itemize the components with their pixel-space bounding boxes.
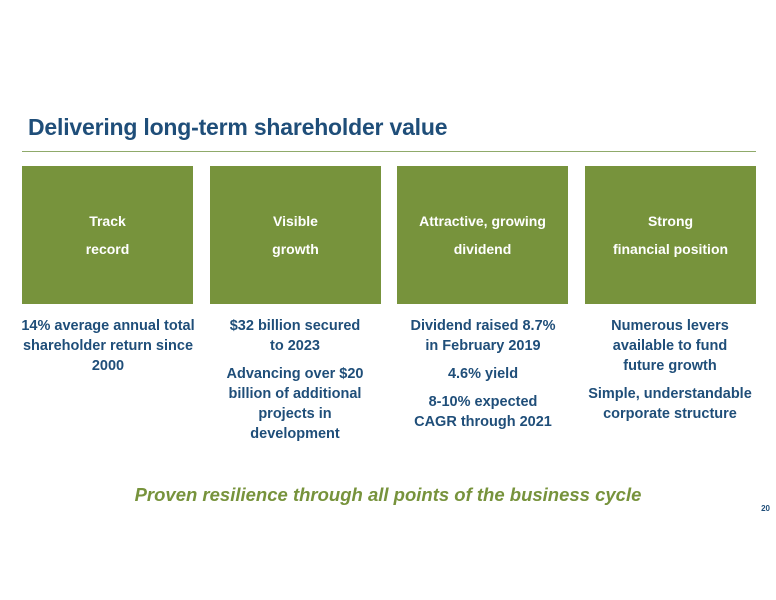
tagline: Proven resilience through all points of …	[134, 484, 642, 505]
detail-text: Simple, understandable corporate structu…	[588, 386, 752, 422]
detail-visible-growth: $32 billion secured to 2023 Advancing ov…	[206, 316, 384, 452]
detail-text: 14% average annual total shareholder ret…	[21, 318, 195, 374]
box-label-line2: record	[85, 241, 130, 257]
detail-financial-position: Numerous levers available to fund future…	[580, 316, 760, 432]
box-label-line1: Attractive, growing	[419, 213, 546, 229]
box-financial-position: Strong financial position	[585, 166, 756, 304]
detail-text: $32 billion secured to 2023	[229, 318, 361, 354]
page-title: Delivering long-term shareholder value	[28, 114, 448, 140]
detail-text: 8-10% expected CAGR through 2021	[414, 394, 552, 430]
detail-growing-dividend: Dividend raised 8.7% in February 2019 4.…	[393, 316, 573, 440]
detail-text: Numerous levers available to fund future…	[611, 318, 729, 374]
box-growing-dividend: Attractive, growing dividend	[397, 166, 568, 304]
box-label-line2: financial position	[612, 241, 729, 257]
box-label-line1: Visible	[273, 213, 318, 229]
box-label-line2: dividend	[453, 241, 512, 257]
detail-text: Advancing over $20 billion of additional…	[226, 366, 364, 442]
detail-text: 4.6% yield	[447, 366, 519, 382]
box-visible-growth: Visible growth	[210, 166, 381, 304]
box-label-line1: Strong	[647, 213, 694, 229]
page-number: 20	[761, 504, 770, 513]
detail-track-record: 14% average annual total shareholder ret…	[18, 316, 198, 384]
box-label-line2: growth	[272, 241, 319, 257]
box-label-line1: Track	[89, 213, 126, 229]
detail-text: Dividend raised 8.7% in February 2019	[410, 318, 556, 354]
box-track-record: Track record	[22, 166, 193, 304]
title-divider	[22, 151, 756, 152]
